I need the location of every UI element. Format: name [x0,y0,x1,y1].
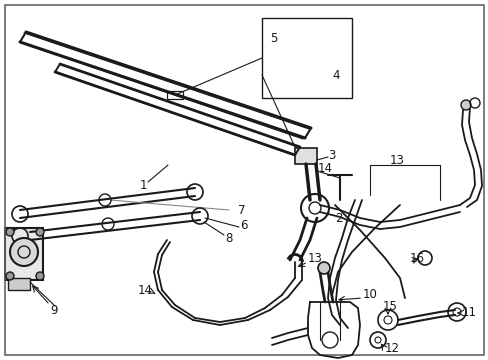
Text: 3: 3 [327,149,335,162]
Circle shape [6,228,14,236]
Circle shape [317,262,329,274]
Text: 2: 2 [334,212,342,225]
Text: 10: 10 [362,288,377,302]
Text: 9: 9 [50,303,58,316]
Circle shape [36,272,44,280]
Circle shape [460,100,470,110]
Bar [294,148,316,164]
Text: 12: 12 [384,342,399,355]
Text: 7: 7 [238,203,245,216]
Text: 8: 8 [224,231,232,244]
Text: 14: 14 [138,284,153,297]
Bar [5,228,43,280]
Text: 4: 4 [331,68,339,81]
Bar [8,278,30,290]
Circle shape [6,272,14,280]
Circle shape [10,238,38,266]
Text: 13: 13 [307,252,322,265]
Text: 5: 5 [269,32,277,45]
Circle shape [36,228,44,236]
Text: 6: 6 [240,219,247,231]
Text: 11: 11 [461,306,476,319]
Text: 13: 13 [389,153,404,166]
Text: 14: 14 [317,162,332,175]
Text: 15: 15 [382,301,397,314]
Text: 16: 16 [409,252,424,265]
Text: 1: 1 [140,179,147,192]
Bar [262,18,351,98]
